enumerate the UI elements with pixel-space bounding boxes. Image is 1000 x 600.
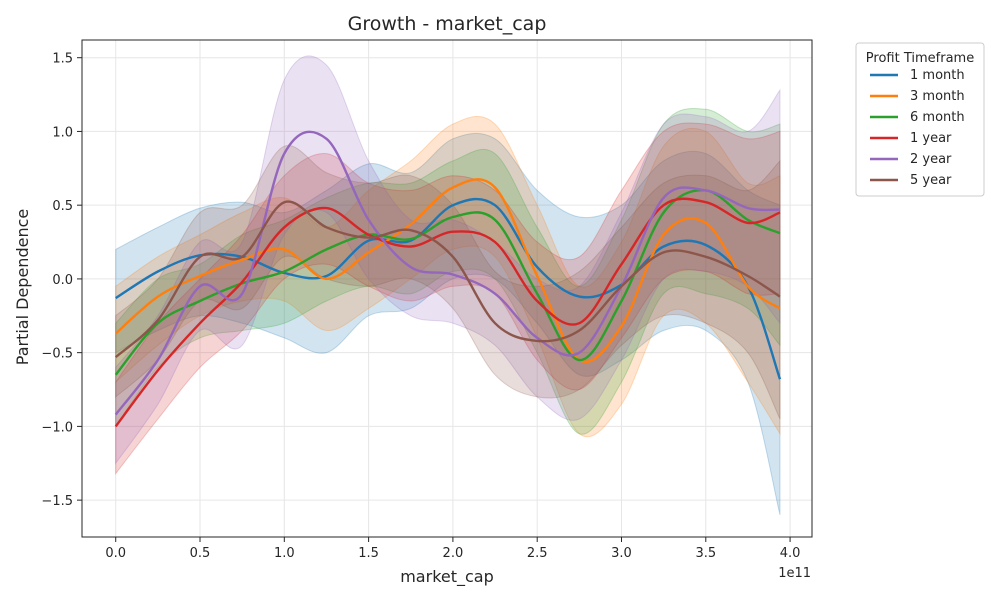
- line-6-month: [114, 189, 781, 376]
- legend: Profit Timeframe 1 month 3 month 6 month 1 …: [855, 42, 985, 197]
- x-tick-label: 2.5: [527, 546, 548, 561]
- chart-title: Growth - market_cap: [348, 13, 547, 35]
- legend-entry-6-month: 6 month: [910, 110, 965, 125]
- line-2-year: [114, 130, 781, 416]
- line-5-year: [114, 200, 781, 359]
- x-tick-label: 4.0: [780, 546, 801, 561]
- confidence-bands: [115, 55, 781, 516]
- plot-frame: [81, 39, 813, 538]
- y-tick-label: −1.5: [41, 494, 73, 509]
- legend-entry-1-month: 1 month: [910, 68, 965, 83]
- grid-lines: [82, 40, 812, 537]
- x-tick-label: 0.5: [190, 546, 211, 561]
- x-axis-label: market_cap: [400, 567, 494, 587]
- line-1-year: [114, 197, 781, 428]
- x-tick-label: 2.0: [443, 546, 464, 561]
- band-3-month: [115, 115, 781, 438]
- x-tick-label: 3.5: [695, 546, 716, 561]
- band-6-month: [115, 108, 781, 435]
- x-tick-label: 0.0: [105, 546, 126, 561]
- x-tick-label: 3.0: [611, 546, 632, 561]
- legend-box: [855, 42, 985, 197]
- y-axis-label: Partial Dependence: [13, 209, 32, 365]
- line-3-month: [114, 178, 781, 363]
- x-axis-offset-label: 1e11: [778, 566, 811, 581]
- y-tick-label: 0.5: [52, 199, 73, 214]
- legend-entry-2-year: 2 year: [910, 152, 952, 167]
- legend-entry-3-month: 3 month: [910, 89, 965, 104]
- y-tick-label: −0.5: [41, 347, 73, 362]
- band-5-year: [115, 145, 781, 420]
- y-tick-label: 0.0: [52, 273, 73, 288]
- y-axis-ticks: −1.5 −1.0 −0.5 0.0 0.5 1.0 1.5: [41, 52, 82, 509]
- x-tick-label: 1.0: [274, 546, 295, 561]
- y-tick-label: 1.5: [52, 52, 73, 67]
- y-tick-label: −1.0: [41, 420, 73, 435]
- legend-entry-1-year: 1 year: [910, 131, 952, 146]
- x-axis-ticks: 0.0 0.5 1.0 1.5 2.0 2.5 3.0 3.5 4.0: [105, 537, 800, 561]
- legend-entry-5-year: 5 year: [910, 173, 952, 188]
- line-1-month: [115, 197, 782, 380]
- series-lines: [114, 130, 782, 428]
- x-tick-label: 1.5: [358, 546, 379, 561]
- legend-title: Profit Timeframe: [866, 51, 974, 66]
- y-tick-label: 1.0: [52, 125, 73, 140]
